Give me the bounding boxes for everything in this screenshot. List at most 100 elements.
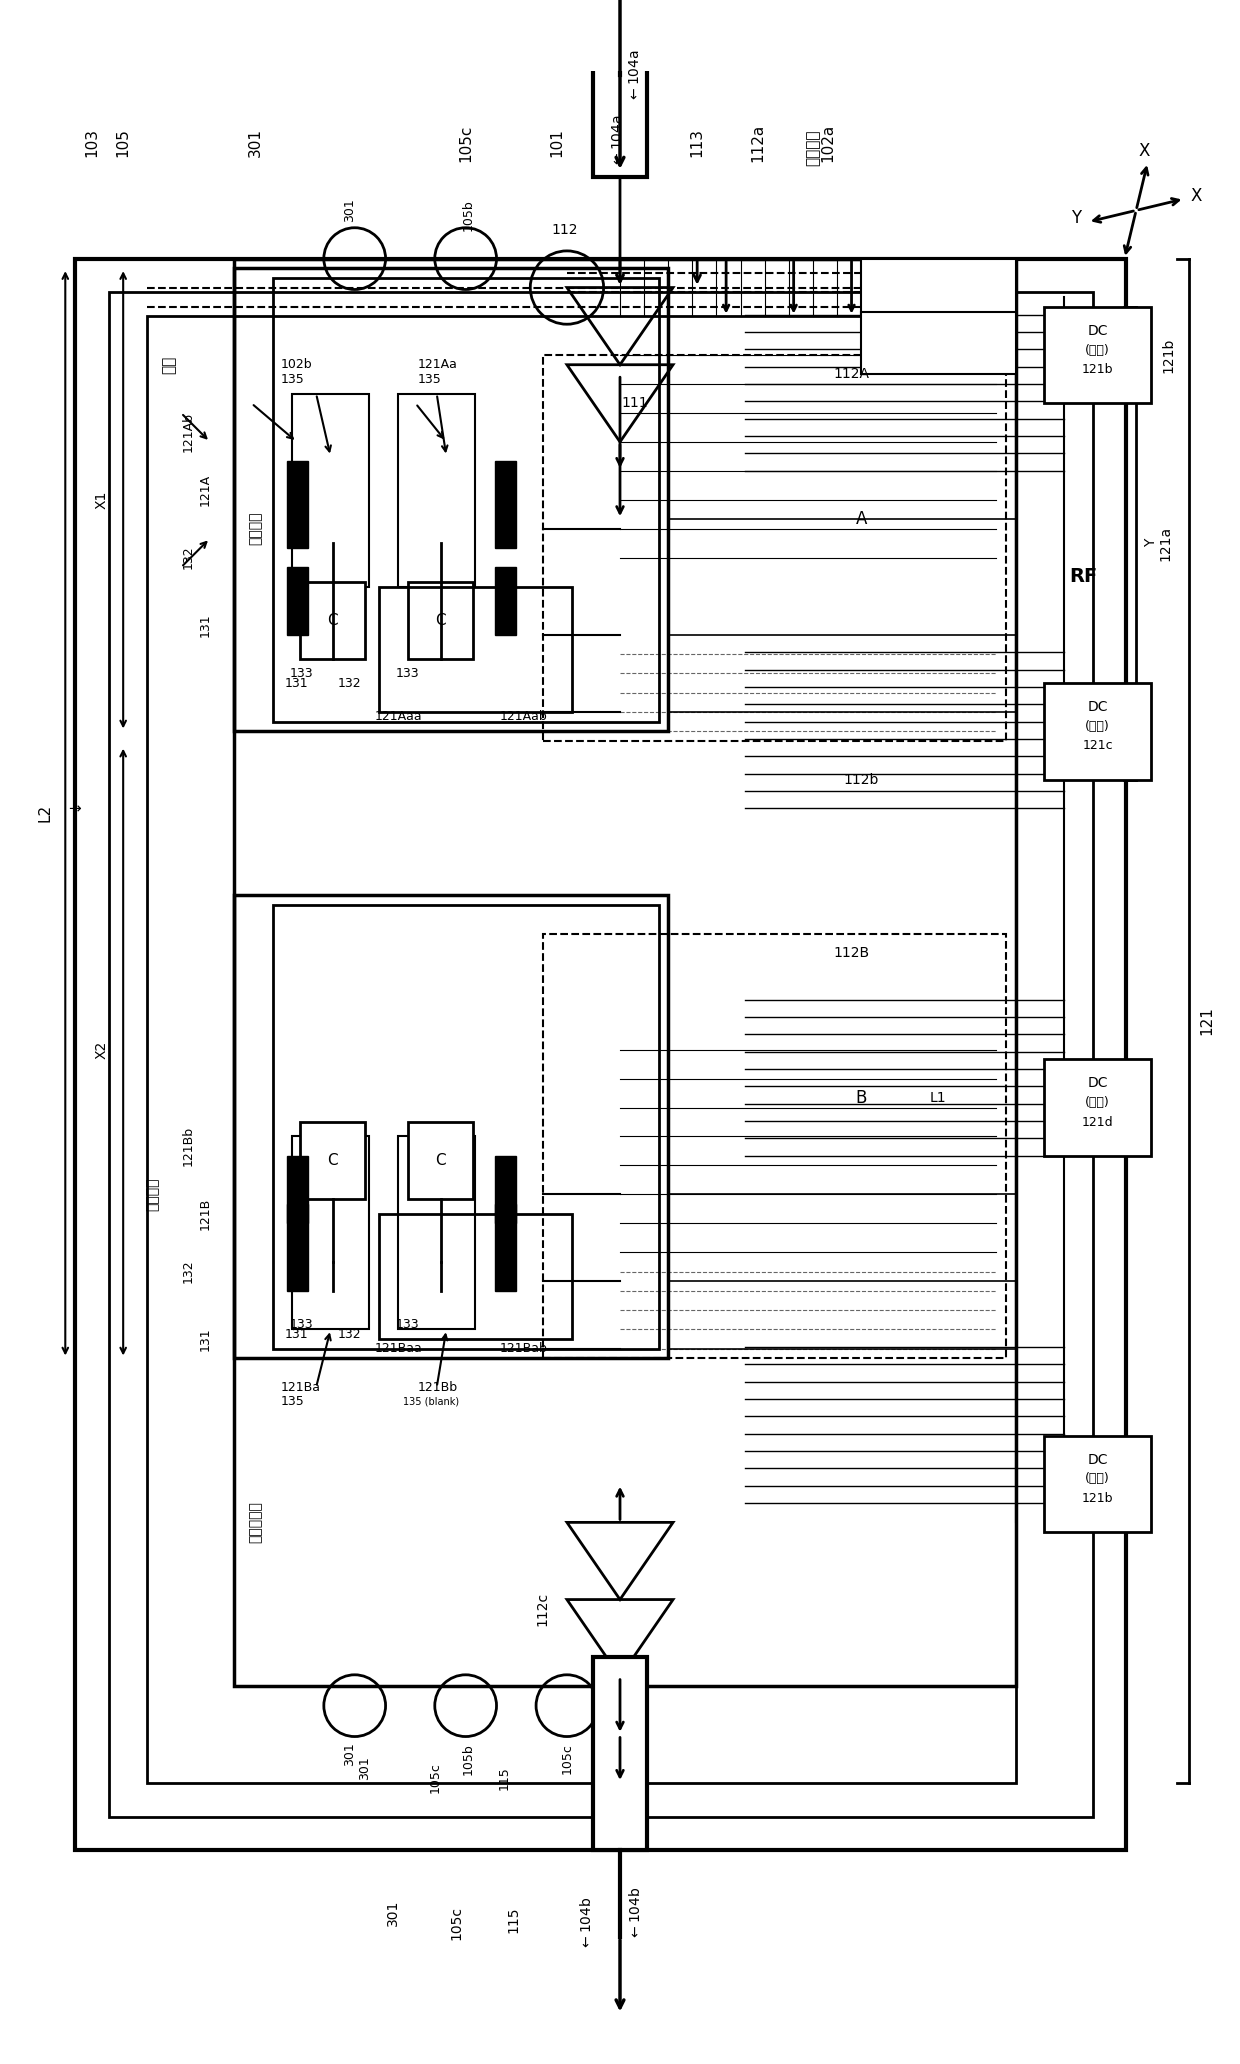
Text: 112b: 112b <box>843 772 879 786</box>
Text: 133: 133 <box>396 667 419 679</box>
Text: Y: Y <box>1071 208 1081 227</box>
Text: 121b: 121b <box>1081 363 1114 376</box>
Text: 133: 133 <box>396 1319 419 1331</box>
Text: 121a: 121a <box>1158 526 1172 561</box>
Text: 105: 105 <box>115 128 130 157</box>
Text: 132: 132 <box>339 677 362 689</box>
Text: 121b: 121b <box>1081 1492 1114 1505</box>
Text: 111: 111 <box>621 396 647 411</box>
Text: 131: 131 <box>198 1327 212 1352</box>
Text: 102a: 102a <box>820 124 835 161</box>
Bar <box>234 896 668 1358</box>
Bar <box>234 268 668 731</box>
Text: DC: DC <box>1087 700 1107 714</box>
Text: Y: Y <box>1143 539 1158 547</box>
Bar <box>109 293 1092 1816</box>
Bar <box>288 460 309 549</box>
Bar <box>273 904 658 1348</box>
Text: C: C <box>327 1154 337 1168</box>
Text: 121Aaa: 121Aaa <box>374 710 422 722</box>
Text: 中継基板: 中継基板 <box>806 130 821 165</box>
Text: 121Aab: 121Aab <box>500 710 547 722</box>
Text: (相位): (相位) <box>1085 1096 1110 1108</box>
Text: 112: 112 <box>552 223 578 237</box>
Text: RF: RF <box>1069 568 1097 586</box>
Text: 131: 131 <box>285 1327 309 1342</box>
Text: 121Bb: 121Bb <box>418 1381 458 1393</box>
Bar <box>1044 683 1151 780</box>
Text: DC: DC <box>1087 324 1107 338</box>
Text: 301: 301 <box>248 128 263 157</box>
Text: 131: 131 <box>285 677 309 689</box>
Bar <box>379 586 572 712</box>
Bar <box>291 1137 370 1329</box>
Text: C: C <box>327 613 337 627</box>
Text: 終端基板: 終端基板 <box>248 512 263 545</box>
Text: DC: DC <box>1087 1077 1107 1090</box>
Bar <box>288 568 309 636</box>
Bar <box>408 582 474 658</box>
Text: 135: 135 <box>280 374 304 386</box>
Bar <box>495 1156 516 1224</box>
Text: 105c: 105c <box>458 124 474 161</box>
Bar <box>273 279 658 722</box>
Bar <box>408 1123 474 1199</box>
Text: 115: 115 <box>497 1767 511 1789</box>
Text: $\leftarrow$104b: $\leftarrow$104b <box>579 1897 594 1950</box>
Text: 132: 132 <box>339 1327 362 1342</box>
Text: 121Bab: 121Bab <box>500 1342 548 1356</box>
Bar <box>234 258 1016 1686</box>
Text: (偏置): (偏置) <box>1085 345 1110 357</box>
Bar <box>1044 1437 1151 1531</box>
Text: 121Ab: 121Ab <box>181 413 195 452</box>
Text: 135: 135 <box>418 374 441 386</box>
Text: 121Baa: 121Baa <box>374 1342 422 1356</box>
Text: 135: 135 <box>280 1395 304 1408</box>
Text: DC: DC <box>1087 1453 1107 1468</box>
Text: 121A: 121A <box>198 475 212 506</box>
Text: 121: 121 <box>1199 1007 1214 1036</box>
Text: 301: 301 <box>387 1899 401 1926</box>
Text: 121Ba: 121Ba <box>280 1381 320 1393</box>
Text: $\leftarrow$104a: $\leftarrow$104a <box>611 114 625 167</box>
Bar <box>1044 308 1151 402</box>
Text: L2: L2 <box>37 805 53 821</box>
Text: 112B: 112B <box>833 945 869 960</box>
Text: X: X <box>1190 188 1202 204</box>
Bar <box>300 582 366 658</box>
Text: 135 (blank): 135 (blank) <box>403 1397 459 1408</box>
Text: 131: 131 <box>198 613 212 638</box>
Bar <box>861 312 1016 374</box>
Text: 105c: 105c <box>560 1744 573 1775</box>
Bar <box>300 1123 366 1199</box>
Text: 112a: 112a <box>750 124 765 161</box>
Text: $\leftarrow$104a: $\leftarrow$104a <box>627 50 642 101</box>
Text: 101: 101 <box>549 128 564 157</box>
Text: C: C <box>435 613 446 627</box>
Text: 105c: 105c <box>428 1763 441 1794</box>
Text: 103: 103 <box>84 128 99 157</box>
Text: 调制器芯片: 调制器芯片 <box>248 1501 263 1544</box>
Text: →: → <box>68 801 82 815</box>
Text: 121b: 121b <box>1161 336 1176 374</box>
Text: X1: X1 <box>94 491 109 510</box>
Text: A: A <box>856 510 867 528</box>
Text: 112c: 112c <box>536 1591 549 1626</box>
Bar <box>495 460 516 549</box>
Bar <box>398 1137 475 1329</box>
Bar <box>861 258 1016 316</box>
Text: 载体: 载体 <box>161 355 176 374</box>
Text: 121d: 121d <box>1081 1115 1114 1129</box>
Text: 105b: 105b <box>463 200 475 231</box>
Bar <box>398 394 475 586</box>
Bar <box>379 1214 572 1340</box>
Text: 121B: 121B <box>198 1197 212 1230</box>
Text: L1: L1 <box>930 1092 946 1104</box>
Text: X2: X2 <box>94 1040 109 1059</box>
Text: 132: 132 <box>181 545 195 570</box>
Text: 121Aa: 121Aa <box>418 359 458 372</box>
Text: 301: 301 <box>343 198 356 223</box>
Bar <box>495 1203 516 1290</box>
Text: (相位): (相位) <box>1085 720 1110 733</box>
Text: 113: 113 <box>689 128 704 157</box>
